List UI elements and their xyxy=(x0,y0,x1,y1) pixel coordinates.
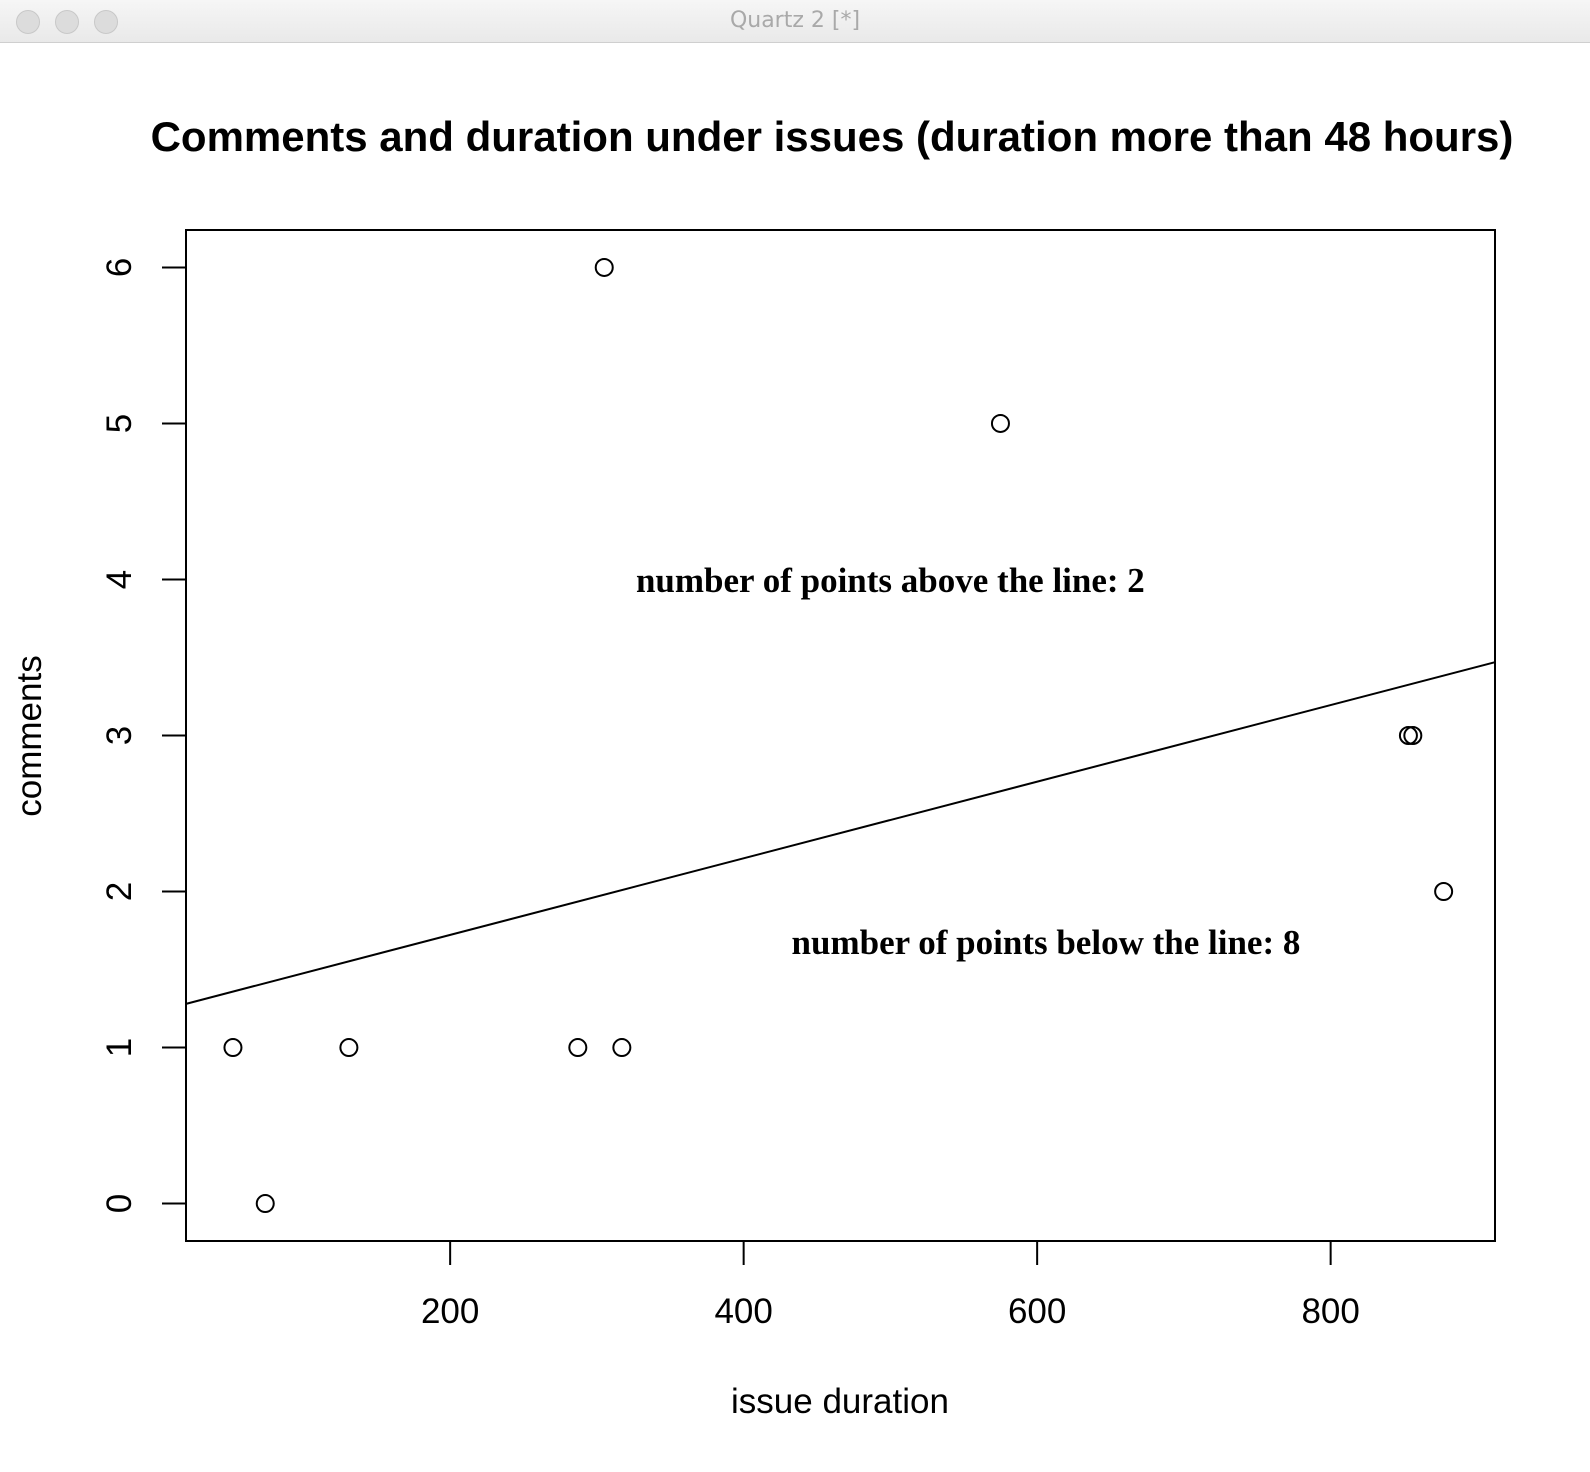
window-title: Quartz 2 [*] xyxy=(729,8,861,33)
window-titlebar: Quartz 2 [*] xyxy=(0,0,1590,43)
zoom-window-button[interactable] xyxy=(94,10,118,34)
y-tick-label: 5 xyxy=(100,414,139,433)
data-point xyxy=(990,413,1010,433)
scatter-chart: Comments and duration under issues (dura… xyxy=(10,113,1514,1421)
y-tick-label: 0 xyxy=(100,1194,139,1213)
data-point xyxy=(1398,726,1418,745)
plot-border xyxy=(185,229,1496,1242)
x-axis-label: issue duration xyxy=(731,1382,949,1421)
data-point xyxy=(1434,882,1454,902)
close-window-button[interactable] xyxy=(16,10,40,34)
data-point xyxy=(255,1194,275,1214)
y-tick-label: 3 xyxy=(100,726,139,745)
annotations: number of points above the line: 2 number… xyxy=(636,561,1300,962)
data-point xyxy=(568,1038,588,1058)
annotation-text: number of points below the line: 8 xyxy=(792,923,1301,962)
data-point xyxy=(594,257,614,277)
x-tick-label: 200 xyxy=(421,1292,479,1331)
minimize-window-button[interactable] xyxy=(55,10,79,34)
annotation-text: number of points above the line: 2 xyxy=(636,561,1145,600)
chart-title: Comments and duration under issues (dura… xyxy=(151,113,1514,160)
data-points xyxy=(223,257,1454,1214)
y-tick-label: 1 xyxy=(100,1038,139,1057)
x-tick-label: 400 xyxy=(714,1292,772,1331)
data-point xyxy=(339,1038,359,1058)
regression-line xyxy=(185,661,1496,1005)
y-tick-label: 4 xyxy=(100,570,139,589)
data-point xyxy=(612,1038,632,1058)
data-point xyxy=(223,1038,243,1058)
plot-area: Comments and duration under issues (dura… xyxy=(0,43,1590,1472)
y-axis-label: comments xyxy=(10,655,49,816)
y-tick-label: 2 xyxy=(100,882,139,901)
x-tick-label: 600 xyxy=(1008,1292,1066,1331)
x-tick-label: 800 xyxy=(1301,1292,1359,1331)
y-axis: 0 1 2 3 4 5 6 xyxy=(100,258,187,1213)
y-tick-label: 6 xyxy=(100,258,139,277)
x-axis: 200 400 600 800 xyxy=(421,1240,1360,1331)
data-point xyxy=(1403,726,1423,745)
regression-line-group xyxy=(185,661,1496,1005)
